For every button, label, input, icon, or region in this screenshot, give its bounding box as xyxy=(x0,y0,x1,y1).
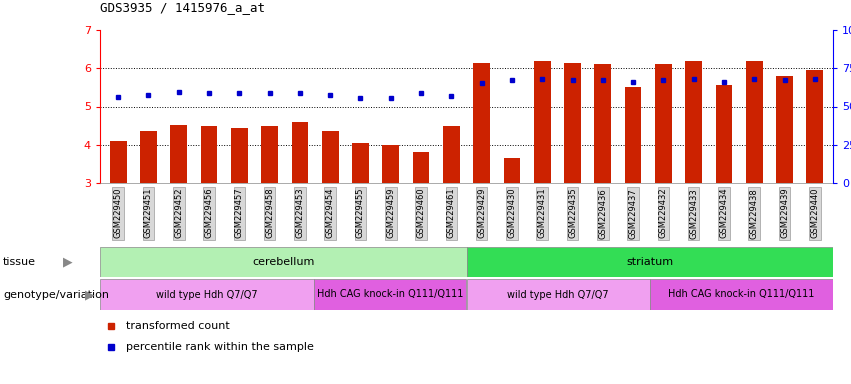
Bar xyxy=(322,131,339,183)
Text: wild type Hdh Q7/Q7: wild type Hdh Q7/Q7 xyxy=(507,290,609,300)
Bar xyxy=(466,247,833,277)
Bar xyxy=(413,152,430,183)
Bar xyxy=(564,63,581,183)
Text: ▶: ▶ xyxy=(85,288,94,301)
Bar xyxy=(655,65,671,183)
Bar xyxy=(314,279,466,310)
Bar xyxy=(352,143,368,183)
Bar xyxy=(140,131,157,183)
Text: Hdh CAG knock-in Q111/Q111: Hdh CAG knock-in Q111/Q111 xyxy=(317,290,463,300)
Bar xyxy=(716,86,733,183)
Bar xyxy=(261,126,278,183)
Bar xyxy=(746,61,762,183)
Bar xyxy=(100,247,466,277)
Bar xyxy=(650,279,833,310)
Text: striatum: striatum xyxy=(626,257,673,267)
Bar xyxy=(534,61,551,183)
Text: wild type Hdh Q7/Q7: wild type Hdh Q7/Q7 xyxy=(156,290,258,300)
Text: tissue: tissue xyxy=(3,257,36,267)
Text: percentile rank within the sample: percentile rank within the sample xyxy=(126,342,313,352)
Bar xyxy=(170,125,187,183)
Bar xyxy=(231,127,248,183)
Text: cerebellum: cerebellum xyxy=(252,257,314,267)
Bar xyxy=(201,126,217,183)
Bar xyxy=(110,141,127,183)
Bar xyxy=(685,61,702,183)
Bar xyxy=(292,122,308,183)
Bar xyxy=(100,279,314,310)
Text: transformed count: transformed count xyxy=(126,321,230,331)
Bar xyxy=(776,76,793,183)
Text: GDS3935 / 1415976_a_at: GDS3935 / 1415976_a_at xyxy=(100,1,265,14)
Text: Hdh CAG knock-in Q111/Q111: Hdh CAG knock-in Q111/Q111 xyxy=(668,290,814,300)
Text: genotype/variation: genotype/variation xyxy=(3,290,109,300)
Bar xyxy=(625,88,642,183)
Bar xyxy=(595,64,611,183)
Bar xyxy=(466,279,650,310)
Bar xyxy=(443,126,460,183)
Bar xyxy=(807,70,823,183)
Bar xyxy=(382,145,399,183)
Bar xyxy=(504,158,520,183)
Bar xyxy=(473,63,490,183)
Text: ▶: ▶ xyxy=(63,255,73,268)
